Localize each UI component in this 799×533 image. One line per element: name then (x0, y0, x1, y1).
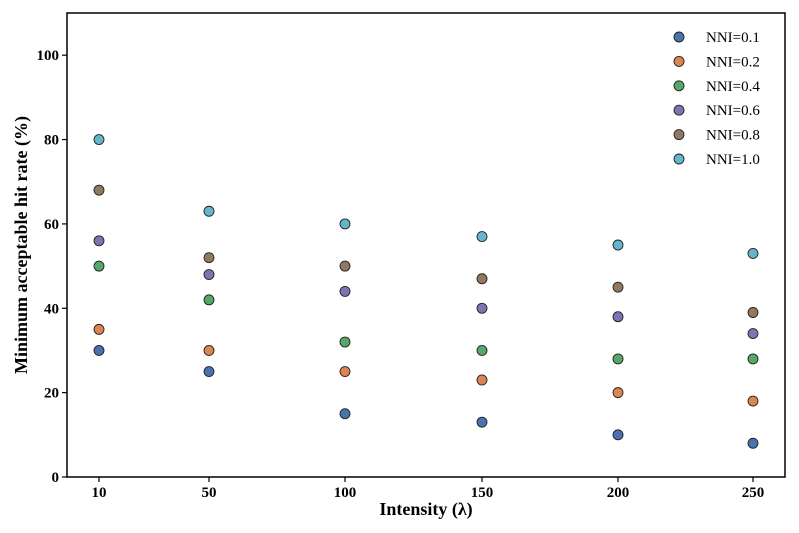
data-point (747, 395, 759, 407)
data-point (747, 247, 759, 259)
data-point (476, 231, 488, 243)
data-point (612, 387, 624, 399)
x-tick-label: 100 (334, 485, 357, 501)
data-point (339, 218, 351, 230)
data-point (612, 239, 624, 251)
data-point (93, 323, 105, 335)
data-points (93, 134, 759, 449)
legend: NNI=0.1 NNI=0.2 NNI=0.4 NNI=0.6 NNI=0.8 NNI=1… (673, 30, 760, 168)
legend-label: NNI=0.2 (706, 54, 760, 70)
legend-marker (673, 129, 685, 141)
legend-marker (673, 55, 685, 67)
data-point (747, 328, 759, 340)
y-axis-ticks: 0 20 40 60 80 100 (37, 48, 67, 486)
x-axis-label: Intensity (λ) (379, 499, 472, 520)
legend-label: NNI=0.4 (706, 79, 760, 95)
data-point (93, 235, 105, 247)
x-tick-label: 10 (92, 485, 107, 501)
data-point (93, 134, 105, 145)
legend-marker (673, 80, 685, 92)
data-point (612, 353, 624, 365)
y-tick-label: 100 (37, 48, 60, 64)
data-point (476, 416, 488, 428)
x-tick-label: 200 (607, 485, 630, 501)
y-tick-label: 60 (44, 217, 59, 233)
legend-marker (673, 153, 685, 165)
data-point (612, 281, 624, 293)
data-point (339, 260, 351, 272)
data-point (203, 366, 215, 377)
data-point (339, 366, 351, 377)
data-point (203, 345, 215, 356)
legend-label: NNI=0.8 (706, 128, 760, 144)
data-point (612, 429, 624, 441)
y-axis-label: Minimum acceptable hit rate (%) (11, 116, 32, 374)
x-tick-label: 150 (471, 485, 494, 501)
data-point (339, 336, 351, 348)
legend-label: NNI=0.1 (706, 30, 760, 46)
data-point (747, 307, 759, 318)
y-tick-label: 80 (44, 133, 59, 149)
legend-label: NNI=0.6 (706, 103, 760, 119)
data-point (747, 353, 759, 365)
x-tick-label: 50 (202, 485, 217, 501)
legend-marker (673, 31, 685, 43)
data-point (93, 260, 105, 272)
data-point (476, 302, 488, 314)
data-point (612, 311, 624, 323)
y-tick-label: 20 (44, 386, 59, 402)
data-point (339, 408, 351, 420)
data-point (93, 184, 105, 196)
x-tick-label: 250 (742, 485, 765, 501)
x-axis-ticks: 10 50 100 150 200 250 (92, 477, 765, 501)
data-point (93, 345, 105, 356)
data-point (203, 252, 215, 264)
legend-marker (673, 104, 685, 116)
legend-label: NNI=1.0 (706, 152, 760, 168)
y-tick-label: 40 (44, 301, 59, 317)
plot-frame (66, 12, 786, 478)
data-point (203, 294, 215, 306)
data-point (476, 273, 488, 285)
data-point (476, 345, 488, 356)
data-point (476, 374, 488, 386)
data-point (339, 285, 351, 297)
data-point (203, 269, 215, 280)
data-point (203, 205, 215, 217)
y-tick-label: 0 (52, 470, 60, 486)
data-point (747, 437, 759, 449)
